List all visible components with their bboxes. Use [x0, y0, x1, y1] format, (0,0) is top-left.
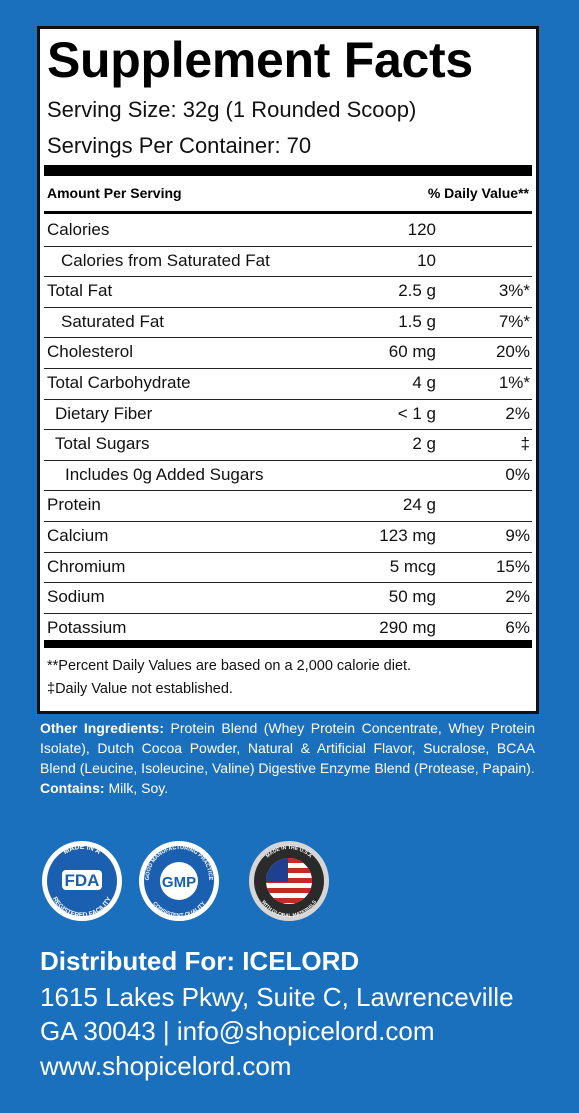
contains-text: Milk, Soy.	[108, 780, 169, 796]
nutrient-name: Total Carbohydrate	[47, 373, 191, 392]
nutrient-dv: 9%	[505, 526, 530, 545]
distributor-heading: Distributed For: ICELORD	[40, 946, 360, 976]
row-rule	[44, 429, 532, 431]
ingredients-text: Protein Blend (Whey Protein Concentrate,…	[40, 720, 535, 776]
nutrient-amount: 1.5 g	[398, 311, 436, 331]
nutrient-name: Calories	[47, 220, 110, 239]
nutrient-dv: ‡	[520, 434, 530, 454]
nutrient-amount: 60 mg	[388, 342, 436, 362]
nutrient-amount: 2 g	[412, 434, 436, 454]
nutrient-name: Total Fat	[47, 281, 113, 301]
row-rule	[44, 306, 532, 308]
nutrient-amount: 10	[417, 250, 436, 270]
nutrient-row: Dietary Fiber < 1 g 2%	[40, 399, 536, 429]
nutrient-name: Potassium	[47, 617, 127, 637]
nutrient-amount: 50 mg	[388, 587, 436, 607]
nutrient-name: Cholesterol	[47, 342, 133, 362]
nutrient-amount: 24 g	[402, 495, 436, 515]
nutrient-dv: 6%	[505, 617, 530, 637]
nutrient-row: Total Carbohydrate 4 g 1%*	[40, 368, 536, 398]
row-rule	[44, 612, 532, 614]
nutrient-amount: 123 mg	[379, 526, 436, 545]
nutrient-dv: 7%*	[498, 311, 530, 331]
nutrient-row: Total Fat 2.5 g 3%*	[40, 276, 536, 306]
row-rule	[44, 245, 532, 247]
facts-title: Supplement Facts	[47, 32, 473, 88]
nutrient-dv: 20%	[495, 342, 530, 362]
nutrient-row: Total Sugars 2 g ‡	[40, 429, 536, 459]
usa-badge: MADE IN THE U.S.A WITH GLOBAL MATERIALS	[249, 841, 329, 921]
nutrient-row: Potassium 290 mg 6%	[40, 613, 536, 643]
nutrient-row: Cholesterol 60 mg 20%	[40, 337, 536, 367]
header-rule	[44, 211, 532, 214]
distributor-line: GA 30043 | info@shopicelord.com	[40, 1016, 435, 1046]
nutrient-dv: 2%	[505, 403, 530, 423]
row-rule	[44, 459, 532, 461]
nutrient-row: Includes 0g Added Sugars 0%	[40, 460, 536, 490]
nutrient-amount: 4 g	[412, 373, 436, 392]
ingredients: Other Ingredients: Protein Blend (Whey P…	[40, 718, 535, 798]
row-rule	[44, 337, 532, 339]
thick-rule	[44, 165, 532, 176]
nutrient-amount: 5 mcg	[389, 556, 436, 576]
nutrient-name: Calcium	[47, 526, 109, 545]
nutrient-name: Dietary Fiber	[55, 403, 153, 423]
nutrient-row: Calcium 123 mg 9%	[40, 521, 536, 551]
footnote: ‡Daily Value not established.	[47, 681, 233, 697]
nutrient-dv: 15%	[495, 556, 530, 576]
badge-main: FDA	[65, 871, 100, 890]
fda-badge: MADE IN A FDA REGISTERED FACILITY	[42, 841, 122, 921]
nutrient-name: Sodium	[47, 587, 105, 607]
facts-panel: Supplement Facts Serving Size: 32g (1 Ro…	[37, 26, 539, 714]
nutrient-rows: Calories 120 Calories from Saturated Fat 10…	[40, 215, 536, 645]
row-rule	[44, 521, 532, 522]
row-rule	[44, 582, 532, 584]
nutrient-dv: 1%*	[498, 373, 530, 392]
contains-label: Contains:	[40, 780, 105, 796]
thick-rule	[44, 640, 532, 648]
nutrient-name: Includes 0g Added Sugars	[65, 464, 264, 484]
nutrient-name: Chromium	[47, 556, 126, 576]
distributor-line: www.shopicelord.com	[40, 1051, 292, 1081]
nutrient-amount: 290 mg	[379, 617, 436, 637]
nutrient-row: Protein 24 g	[40, 490, 536, 520]
nutrient-amount: < 1 g	[397, 403, 436, 423]
badges: MADE IN A FDA REGISTERED FACILITY GOOD M…	[42, 841, 329, 921]
row-rule	[44, 368, 532, 369]
nutrient-name: Saturated Fat	[61, 311, 165, 331]
nutrient-row: Calories 120	[40, 215, 536, 245]
nutrient-row: Saturated Fat 1.5 g 7%*	[40, 307, 536, 337]
servings-per-container: Servings Per Container: 70	[47, 133, 312, 158]
row-rule	[44, 276, 532, 278]
header-left: Amount Per Serving	[47, 185, 182, 201]
header-right: % Daily Value**	[427, 185, 529, 201]
ingredients-label: Other Ingredients:	[40, 720, 164, 736]
row-rule	[44, 551, 532, 553]
nutrient-dv: 0%	[505, 464, 530, 484]
row-rule	[44, 490, 532, 492]
row-rule	[44, 398, 532, 400]
nutrient-dv: 2%	[505, 587, 530, 607]
badge-main: GMP	[162, 874, 196, 891]
footnote: **Percent Daily Values are based on a 2,…	[47, 658, 412, 674]
distributor-line: 1615 Lakes Pkwy, Suite C, Lawrenceville	[40, 982, 514, 1012]
nutrient-row: Chromium 5 mcg 15%	[40, 552, 536, 582]
nutrient-name: Calories from Saturated Fat	[61, 250, 270, 270]
nutrient-row: Calories from Saturated Fat 10	[40, 246, 536, 276]
nutrient-row: Sodium 50 mg 2%	[40, 582, 536, 612]
serving-size: Serving Size: 32g (1 Rounded Scoop)	[47, 97, 417, 122]
nutrient-amount: 120	[407, 220, 436, 239]
gmp-badge: GOOD MANUFACTURING PRACTICE GMP CONSISTE…	[139, 841, 219, 921]
nutrient-dv: 3%*	[498, 281, 530, 301]
nutrient-name: Total Sugars	[55, 434, 150, 454]
nutrient-name: Protein	[47, 495, 101, 515]
badge-top: MADE IN A	[62, 844, 101, 856]
nutrient-amount: 2.5 g	[398, 281, 436, 301]
